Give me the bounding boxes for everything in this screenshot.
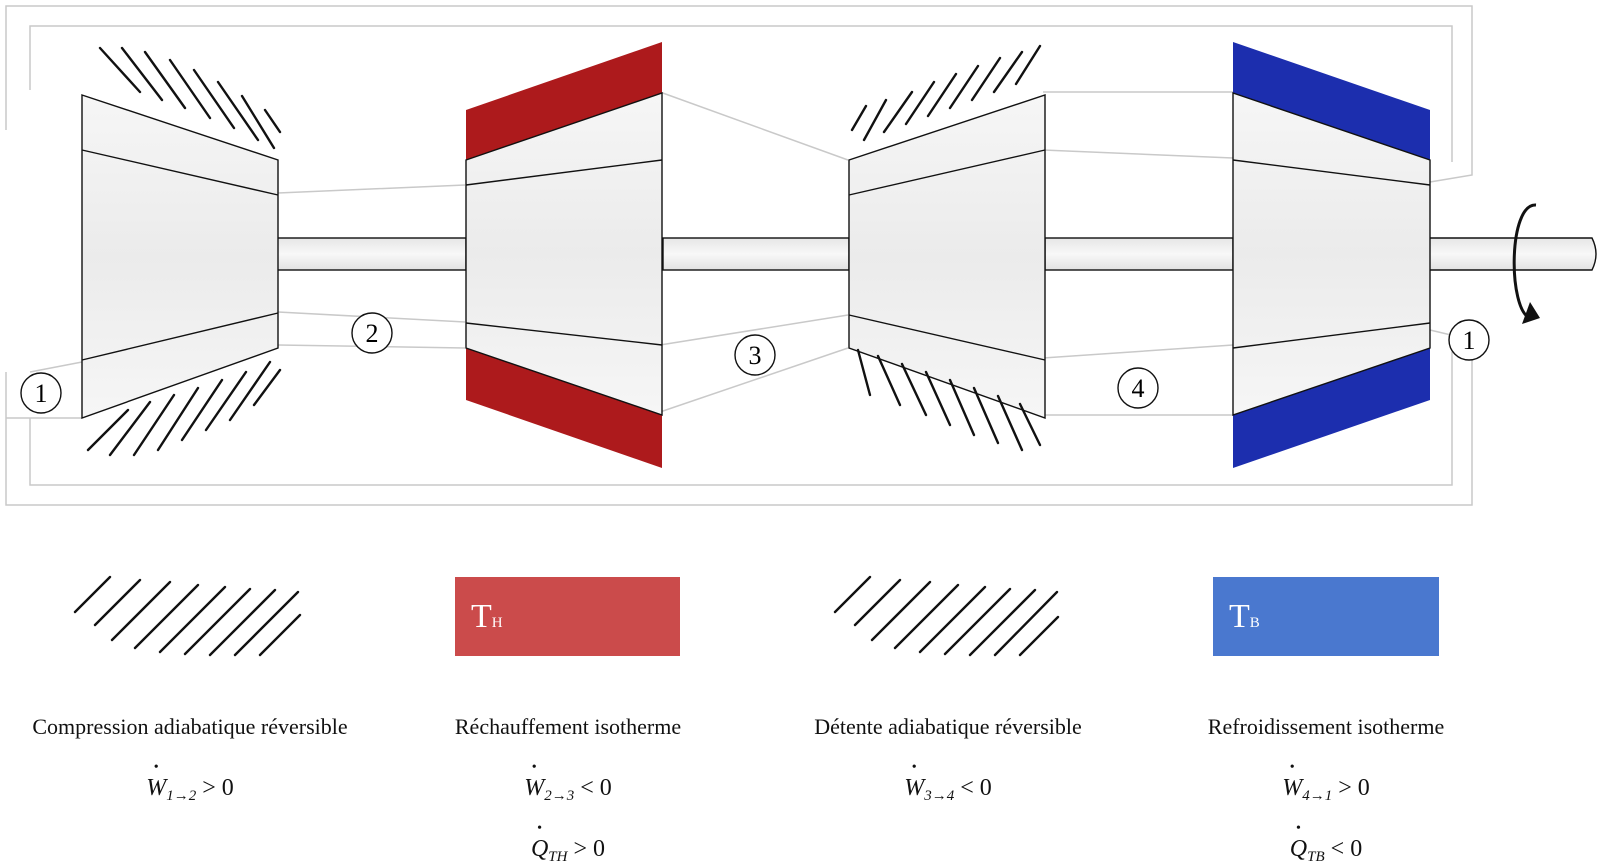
state-marker-3: 3: [734, 334, 776, 376]
legend-hot-swatch: [455, 577, 680, 656]
legend-adiabatic-swatch-2: [833, 575, 1060, 657]
state-marker-1-left: 1: [20, 372, 62, 414]
hot-wall-bottom: [466, 348, 662, 468]
state-marker-4: 4: [1117, 367, 1159, 409]
hot-source-label: TH: [471, 598, 503, 635]
duct-inlet: [6, 361, 83, 419]
heat-equation-cold: QTB < 0: [1176, 836, 1476, 866]
hot-exchanger: [465, 42, 663, 468]
cold-exchanger: [1232, 42, 1431, 468]
adiabatic-wall-bottom: [856, 348, 1042, 452]
stage-caption-heating: Réchauffement isotherme: [454, 714, 682, 739]
rotation-arrow-icon: [1512, 203, 1540, 324]
work-equation-1-2: W1→2 > 0: [40, 775, 340, 805]
heat-equation-hot: QTH > 0: [418, 836, 718, 866]
return-loop: [5, 5, 1473, 506]
turbine: [848, 44, 1046, 452]
work-equation-2-3: W2→3 < 0: [418, 775, 718, 805]
cold-wall-bottom: [1233, 348, 1430, 468]
svg-text:3: 3: [749, 341, 762, 370]
work-equation-3-4: W3→4 < 0: [798, 775, 1098, 805]
adiabatic-wall-top: [850, 44, 1042, 142]
svg-text:1: 1: [1463, 326, 1476, 355]
duct-2-3: [659, 91, 849, 413]
adiabatic-wall-top: [98, 46, 282, 150]
svg-text:2: 2: [366, 319, 379, 348]
compressor: [81, 46, 282, 457]
legend-adiabatic-swatch-1: [73, 575, 302, 657]
svg-text:4: 4: [1132, 374, 1145, 403]
legend-cold-swatch: [1213, 577, 1439, 656]
duct-3-4: [1042, 91, 1234, 416]
svg-text:1: 1: [35, 379, 48, 408]
state-marker-1-right: 1: [1448, 319, 1490, 361]
adiabatic-wall-bottom: [86, 360, 282, 457]
stage-caption-cooling: Refroidissement isotherme: [1207, 714, 1445, 739]
hot-wall-top: [466, 42, 662, 160]
stage-caption-compression: Compression adiabatique réversible: [32, 714, 348, 739]
state-marker-2: 2: [351, 312, 393, 354]
cold-source-label: TB: [1229, 598, 1260, 635]
cold-wall-top: [1233, 42, 1430, 160]
stage-caption-expansion: Détente adiabatique réversible: [814, 714, 1082, 739]
work-equation-4-1: W4→1 > 0: [1176, 775, 1476, 805]
